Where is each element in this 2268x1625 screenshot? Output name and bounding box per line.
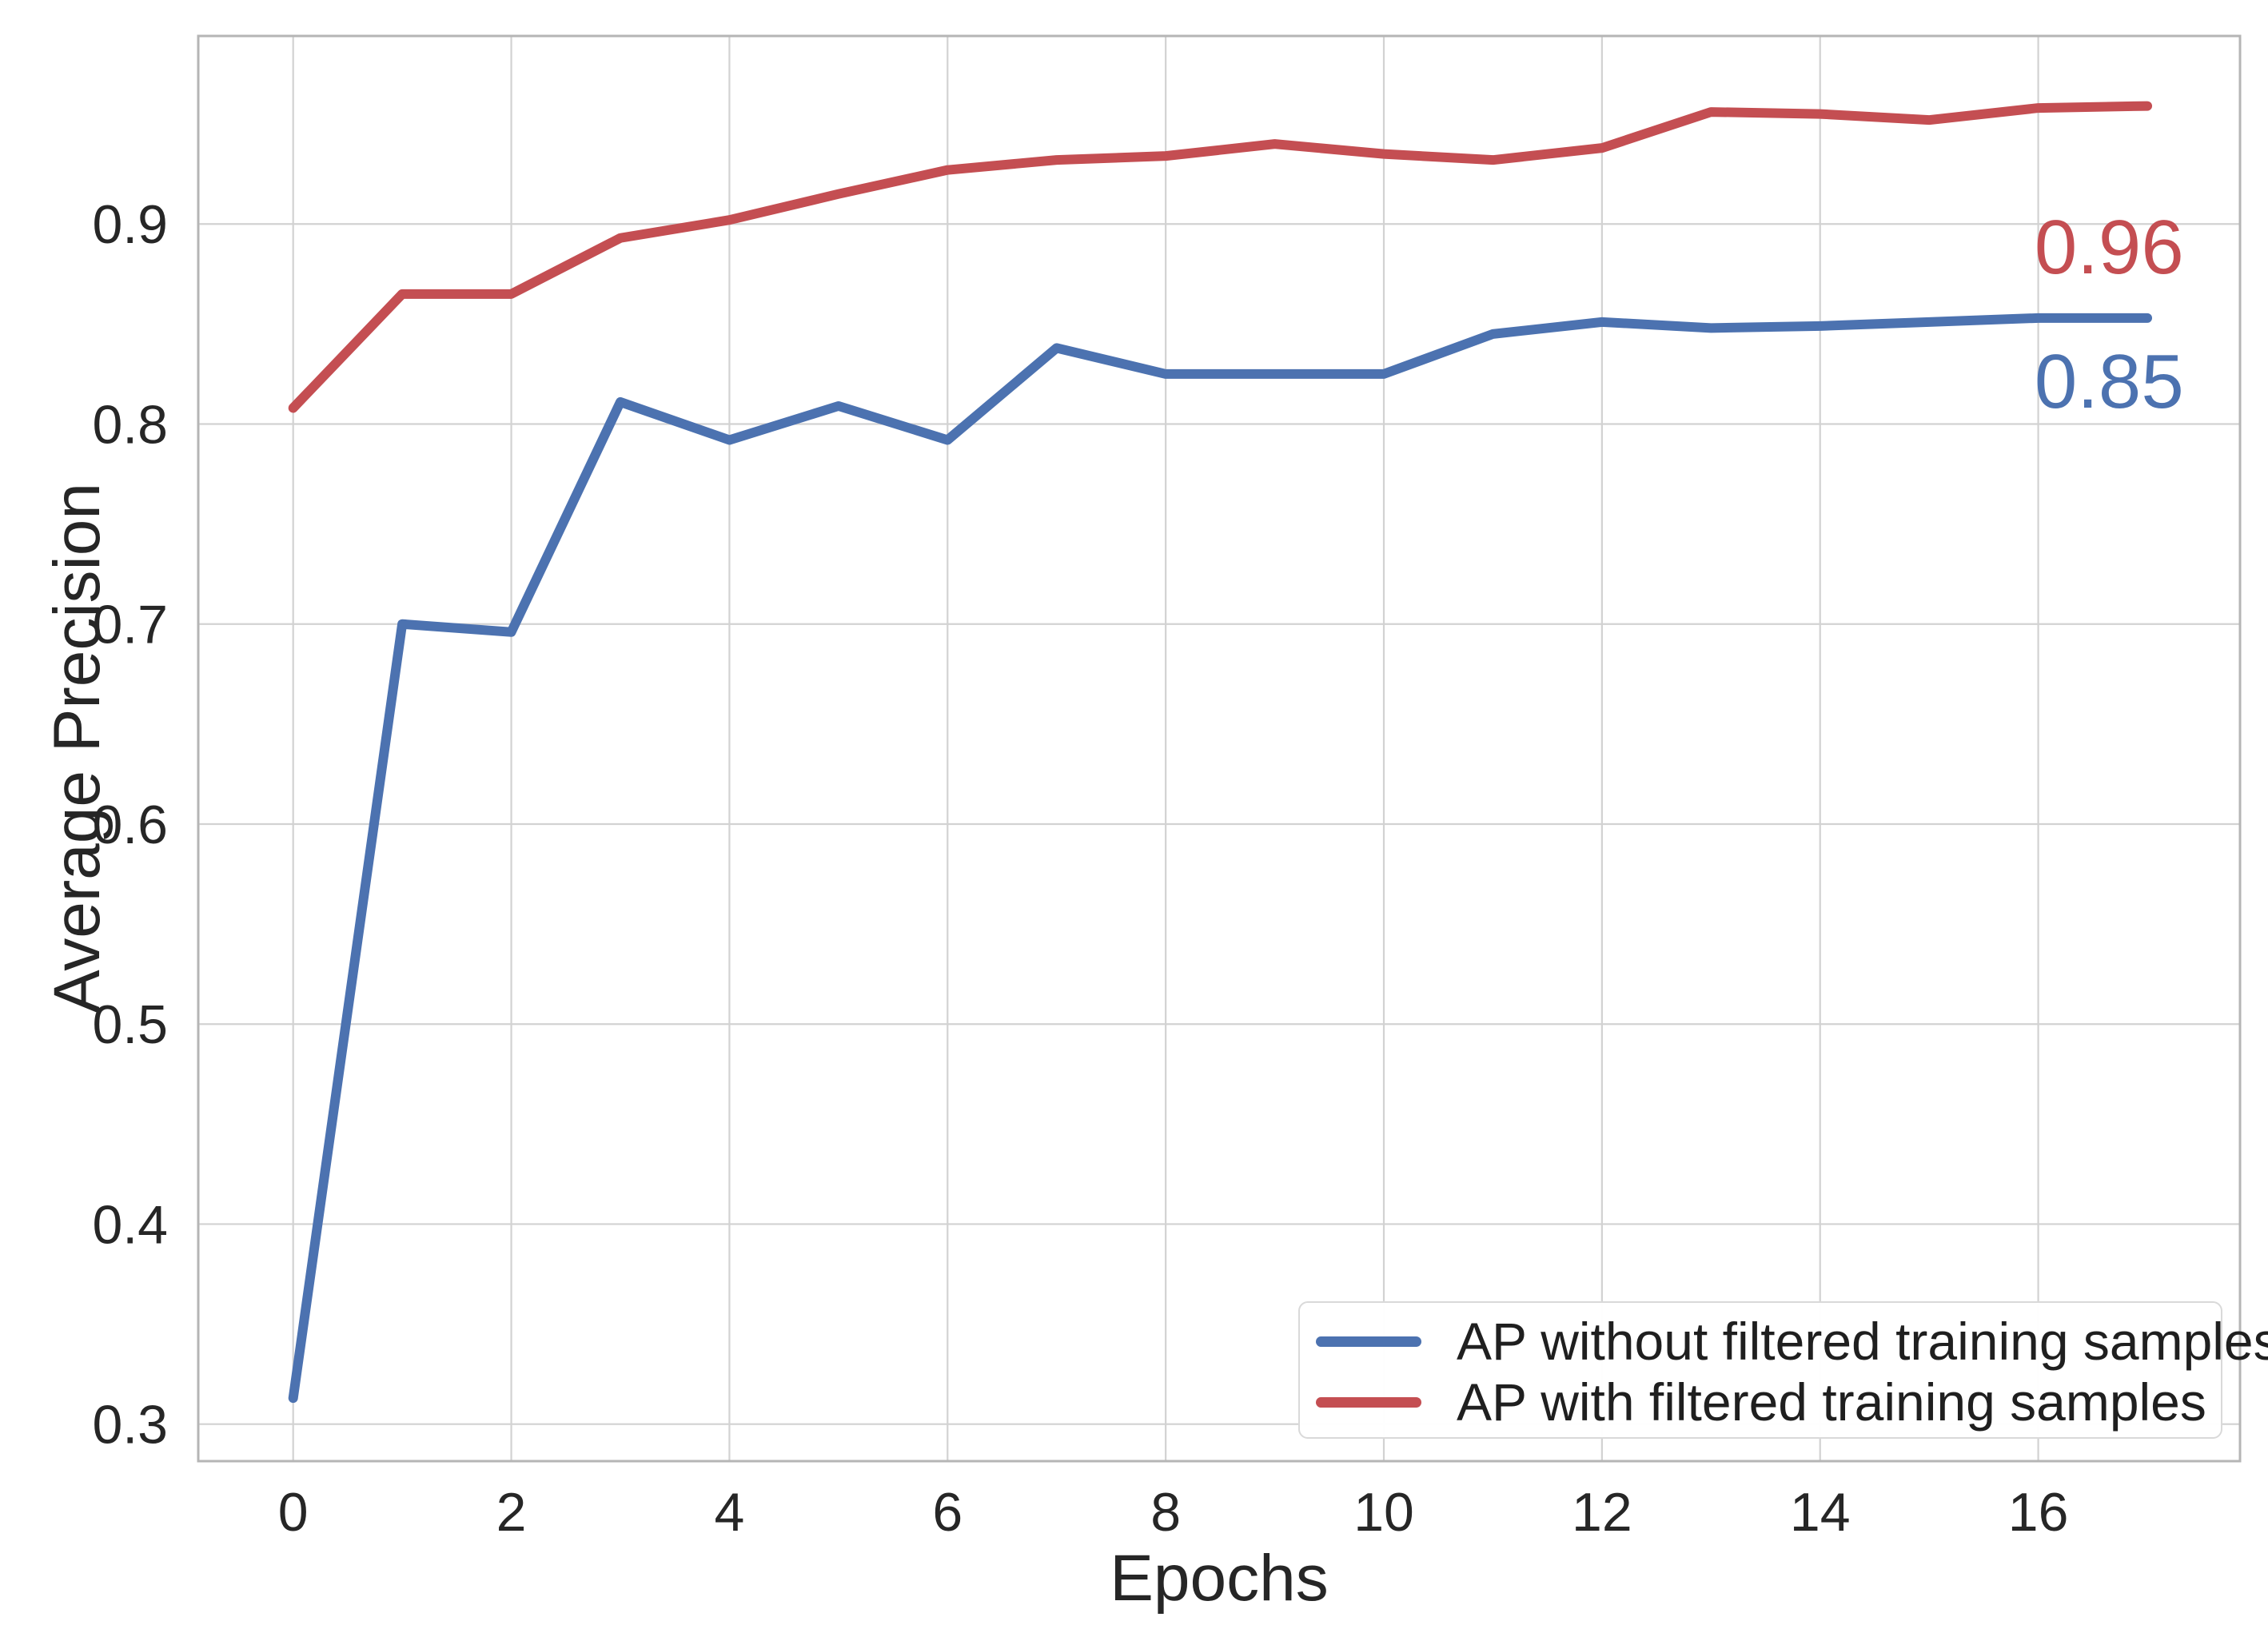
y-tick-label: 0.3: [92, 1395, 168, 1456]
x-tick-label: 0: [278, 1482, 309, 1543]
y-tick-label: 0.5: [92, 994, 168, 1055]
legend: AP without filtered training samples AP w…: [1298, 1301, 2268, 1439]
series-line-with-filtered: [288, 101, 2153, 413]
x-tick-label: 4: [715, 1482, 745, 1543]
x-tick-label: 16: [2008, 1482, 2069, 1543]
legend-swatch-red: [1316, 1396, 1421, 1408]
y-tick-label: 0.6: [92, 795, 168, 855]
x-tick-label: 6: [932, 1482, 963, 1543]
x-tick-label: 10: [1353, 1482, 1414, 1543]
y-tick-label: 0.7: [92, 595, 168, 655]
legend-swatch-blue: [1316, 1336, 1421, 1347]
x-axis-label: Epochs: [1110, 1542, 1329, 1615]
x-tick-label: 14: [1790, 1482, 1851, 1543]
legend-item-label: AP without filtered training samples: [1457, 1312, 2268, 1371]
legend-item-label: AP with filtered training samples: [1457, 1372, 2206, 1432]
y-tick-label: 0.9: [92, 194, 168, 255]
plot-border: [197, 34, 2242, 1463]
annotation-0.96: 0.96: [2034, 205, 2184, 291]
legend-item-with-filtered: AP with filtered training samples: [1300, 1372, 2221, 1432]
x-tick-label: 8: [1150, 1482, 1181, 1543]
legend-item-without-filtered: AP without filtered training samples: [1300, 1311, 2268, 1372]
y-tick-label: 0.8: [92, 394, 168, 455]
y-axis-label: Average Precision: [41, 483, 114, 1014]
series-line-without-filtered: [288, 313, 2153, 1404]
x-tick-label: 12: [1572, 1482, 1632, 1543]
annotation-0.85: 0.85: [2034, 338, 2184, 424]
x-tick-label: 2: [496, 1482, 527, 1543]
y-tick-label: 0.4: [92, 1194, 168, 1255]
